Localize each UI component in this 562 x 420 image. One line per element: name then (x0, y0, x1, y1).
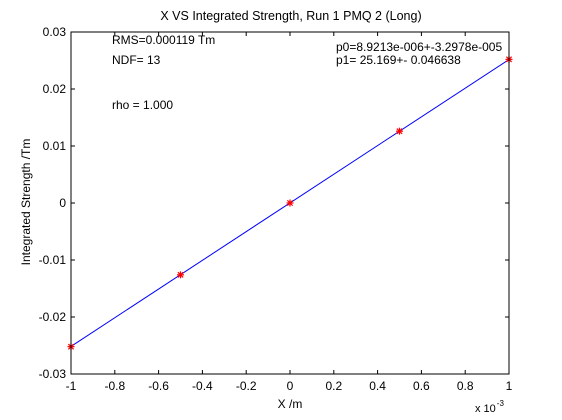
x-tick-label: 0 (287, 379, 294, 393)
x-tick-label: 0.8 (457, 379, 474, 393)
data-point-stroke (177, 271, 184, 278)
y-tick-label: 0.03 (43, 25, 67, 39)
x-tick-label: -0.6 (148, 379, 169, 393)
chart-title: X VS Integrated Strength, Run 1 PMQ 2 (L… (160, 9, 421, 23)
data-point (396, 127, 403, 135)
data-point-stroke (286, 199, 294, 207)
x-tick-label: -1 (66, 379, 77, 393)
x-axis-label: X /m (278, 397, 303, 411)
data-point (177, 271, 184, 279)
y-tick-label: -0.03 (39, 367, 67, 381)
y-tick-label: 0.01 (43, 139, 67, 153)
data-point-stroke (396, 128, 403, 135)
x-scale-base: x 10 (475, 403, 496, 415)
y-tick-label: 0 (59, 196, 66, 210)
rho-annotation: rho = 1.000 (112, 98, 173, 112)
x-tick-label: 0.2 (325, 379, 342, 393)
y-tick-label: -0.02 (39, 310, 67, 324)
rms-annotation: RMS=0.000119 Tm (112, 33, 215, 47)
y-tick-label: -0.01 (39, 253, 67, 267)
x-tick-label: 0.4 (369, 379, 386, 393)
x-scale-note: x 10-3 (475, 399, 504, 415)
p0-annotation: p0=8.9213e-006+-3.2978e-005 (336, 40, 502, 54)
x-tick-label: 1 (506, 379, 513, 393)
x-tick-label: -0.4 (192, 379, 213, 393)
y-tick-label: 0.02 (43, 82, 67, 96)
x-tick-label: -0.8 (104, 379, 125, 393)
x-tick-label: 0.6 (413, 379, 430, 393)
ndf-annotation: NDF= 13 (112, 53, 161, 67)
p1-annotation: p1= 25.169+- 0.046638 (336, 53, 461, 67)
x-scale-exponent: -3 (497, 399, 505, 408)
data-point (286, 199, 294, 207)
y-axis-label: Integrated Strength /Tm (19, 139, 33, 266)
x-tick-label: -0.2 (236, 379, 257, 393)
